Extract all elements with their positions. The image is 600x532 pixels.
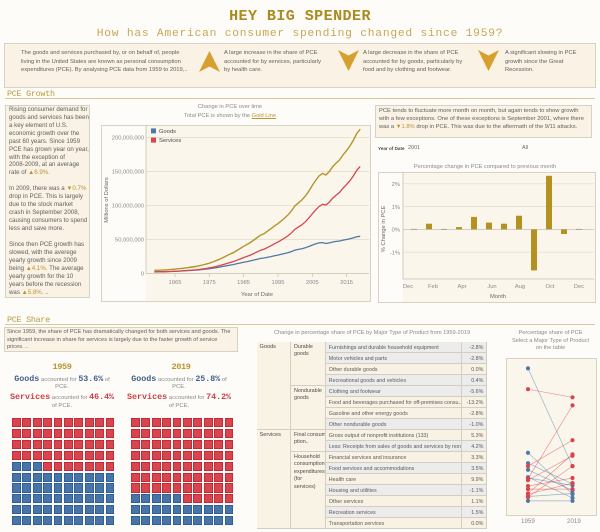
svg-text:2005: 2005 xyxy=(306,280,319,286)
svg-text:200,000,000: 200,000,000 xyxy=(112,136,144,142)
svg-text:2015: 2015 xyxy=(340,280,353,286)
svg-text:Jun: Jun xyxy=(487,284,496,290)
svg-text:1995: 1995 xyxy=(272,280,285,286)
svg-text:Dec: Dec xyxy=(403,284,413,290)
svg-text:0%: 0% xyxy=(392,228,400,234)
svg-text:-1%: -1% xyxy=(390,250,400,256)
svg-text:1965: 1965 xyxy=(169,280,182,286)
svg-text:0: 0 xyxy=(141,272,144,278)
svg-text:Oct: Oct xyxy=(545,284,554,290)
svg-text:Month: Month xyxy=(490,294,506,300)
svg-text:Services: Services xyxy=(159,138,181,144)
svg-text:50,000,000: 50,000,000 xyxy=(115,238,144,244)
svg-text:150,000,000: 150,000,000 xyxy=(112,170,144,176)
svg-text:100,000,000: 100,000,000 xyxy=(112,204,144,210)
svg-text:1985: 1985 xyxy=(237,280,250,286)
svg-text:Aug: Aug xyxy=(515,284,525,290)
svg-text:Apr: Apr xyxy=(457,284,466,290)
svg-text:Year of Date: Year of Date xyxy=(241,292,273,298)
svg-text:1%: 1% xyxy=(392,205,400,211)
svg-text:1975: 1975 xyxy=(203,280,216,286)
svg-text:Dec: Dec xyxy=(574,284,584,290)
svg-text:Feb: Feb xyxy=(428,284,438,290)
svg-text:2%: 2% xyxy=(392,182,400,188)
svg-text:Millions of Dollars: Millions of Dollars xyxy=(104,177,110,223)
svg-text:% Change in PCE: % Change in PCE xyxy=(381,206,387,253)
svg-text:Goods: Goods xyxy=(159,129,176,135)
